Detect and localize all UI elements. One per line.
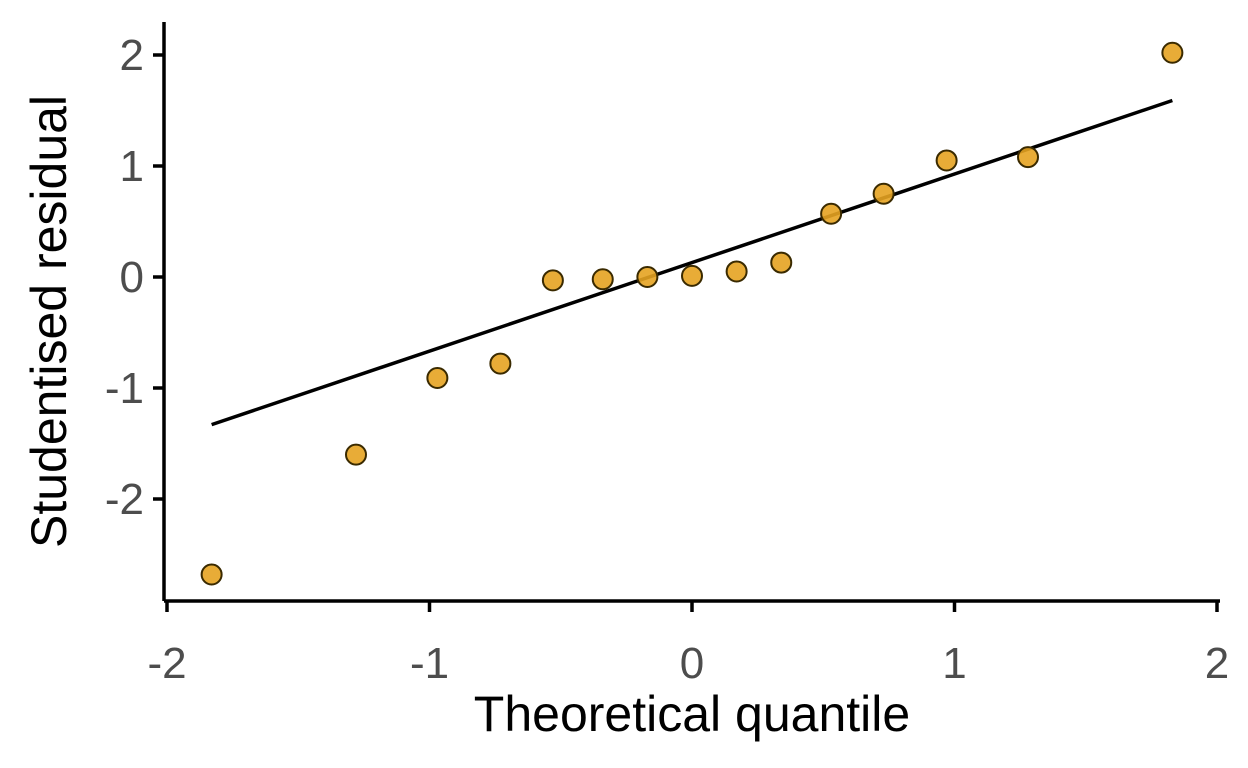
data-point — [770, 251, 793, 274]
data-point — [935, 149, 958, 172]
x-tick-label: 0 — [680, 639, 704, 688]
data-point — [541, 269, 564, 292]
data-point — [426, 367, 449, 390]
x-tick-label: -1 — [410, 639, 449, 688]
data-point — [636, 266, 659, 288]
data-point — [345, 443, 367, 466]
data-point — [1017, 146, 1039, 169]
x-ticks: -2 -1 0 1 2 — [147, 601, 1229, 688]
x-tick-label: -2 — [147, 639, 186, 688]
data-point — [591, 268, 614, 291]
x-axis-title: Theoretical quantile — [474, 686, 910, 742]
reference-line-group — [211, 98, 1173, 427]
data-point — [681, 264, 703, 287]
points-group — [200, 41, 1184, 586]
axes — [162, 22, 1220, 603]
x-tick-label: 1 — [942, 639, 966, 688]
data-point — [489, 352, 512, 375]
qq-reference-line — [211, 98, 1173, 427]
y-tick-label: -2 — [105, 475, 144, 524]
data-point — [820, 202, 843, 225]
data-point — [1161, 41, 1184, 64]
y-tick-label: -1 — [105, 364, 144, 413]
data-point — [872, 182, 895, 205]
data-point — [725, 260, 748, 283]
y-ticks: -2 -1 0 1 2 — [105, 31, 164, 524]
y-tick-label: 0 — [120, 253, 144, 302]
data-point — [200, 563, 223, 586]
y-tick-label: 1 — [120, 142, 144, 191]
y-axis-title: Studentised residual — [21, 95, 77, 548]
y-tick-label: 2 — [120, 31, 144, 80]
x-tick-label: 2 — [1205, 639, 1229, 688]
